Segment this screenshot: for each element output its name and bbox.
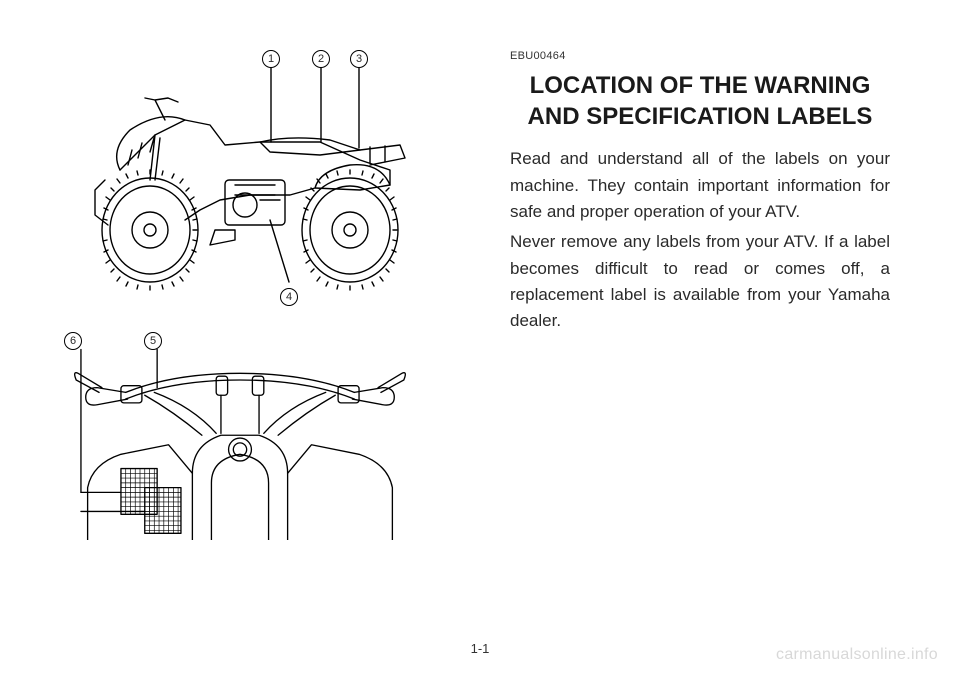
paragraph-2: Never remove any labels from your ATV. I… — [510, 229, 890, 334]
figures-column: 1 2 3 4 — [60, 50, 480, 658]
callout-3: 3 — [350, 50, 368, 68]
callout-4: 4 — [280, 288, 298, 306]
callout-2: 2 — [312, 50, 330, 68]
figure-handlebar-top: 5 6 — [60, 340, 420, 550]
title-line-2: AND SPECIFICATION LABELS — [528, 103, 873, 130]
body-text: Read and understand all of the labels on… — [510, 146, 890, 334]
page-title: LOCATION OF THE WARNING AND SPECIFICATIO… — [510, 70, 890, 132]
figure-atv-side: 1 2 3 4 — [60, 50, 420, 310]
paragraph-1: Read and understand all of the labels on… — [510, 146, 890, 225]
title-line-1: LOCATION OF THE WARNING — [530, 72, 871, 99]
callout-1: 1 — [262, 50, 280, 68]
text-column: EBU00464 LOCATION OF THE WARNING AND SPE… — [480, 50, 920, 658]
watermark: carmanualsonline.info — [776, 646, 938, 664]
page-number: 1-1 — [471, 641, 490, 656]
callout-5: 5 — [144, 332, 162, 350]
document-code: EBU00464 — [510, 50, 890, 62]
callout-6: 6 — [64, 332, 82, 350]
